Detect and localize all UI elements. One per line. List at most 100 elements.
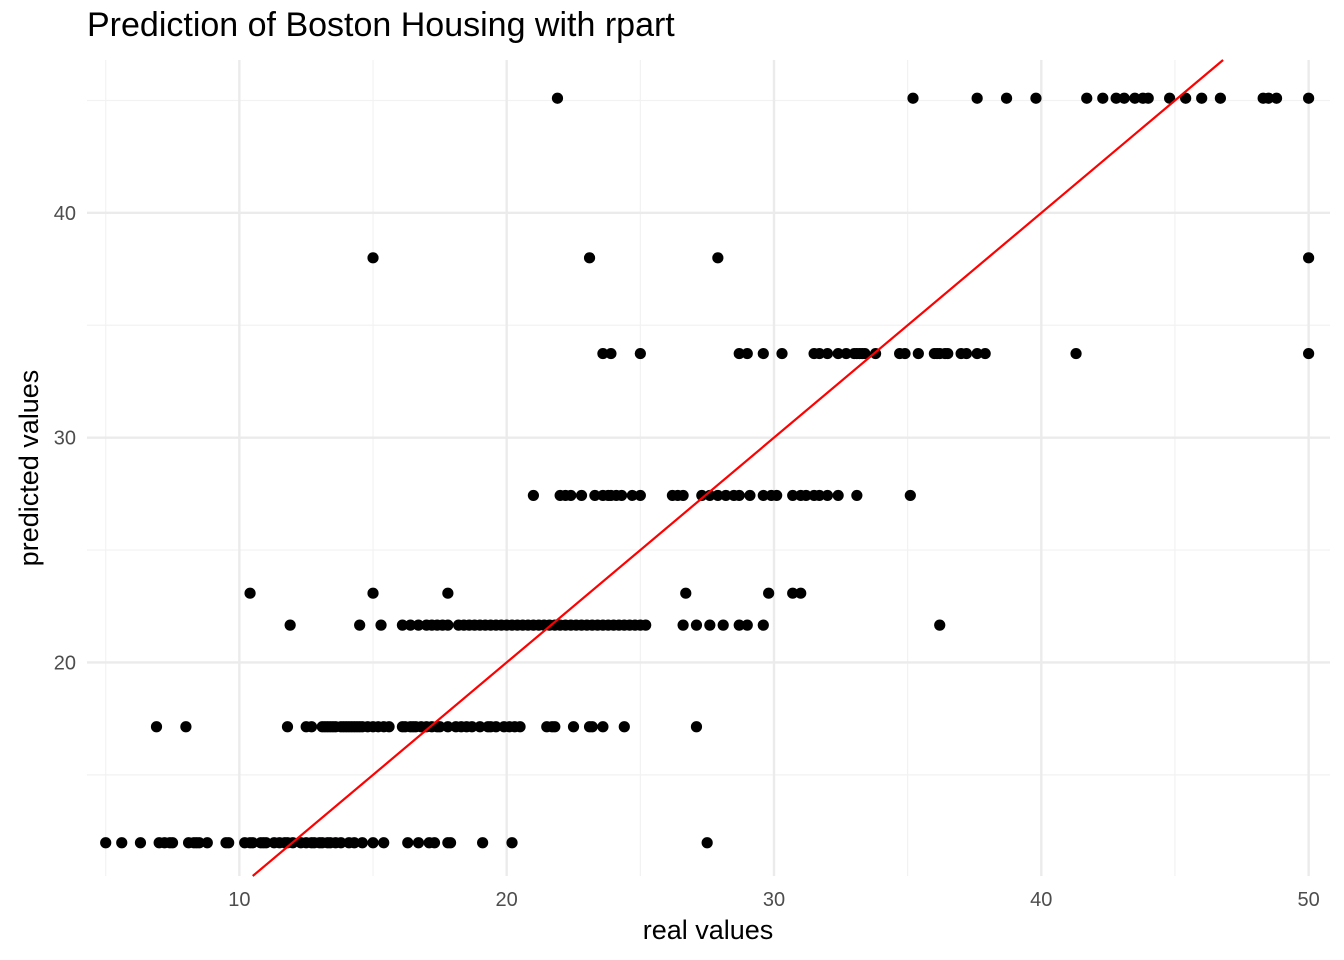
data-point bbox=[597, 347, 609, 360]
data-point bbox=[696, 489, 708, 502]
data-point bbox=[677, 619, 689, 631]
data-point bbox=[733, 347, 745, 360]
data-point bbox=[712, 489, 724, 502]
data-point bbox=[247, 837, 259, 849]
data-point bbox=[960, 347, 973, 360]
data-point bbox=[1270, 92, 1283, 104]
data-point bbox=[428, 837, 441, 849]
data-point bbox=[565, 489, 577, 502]
data-point bbox=[741, 347, 753, 360]
data-point bbox=[466, 721, 478, 733]
data-point bbox=[1142, 92, 1154, 104]
data-point bbox=[527, 489, 540, 502]
data-point bbox=[712, 252, 724, 264]
data-point bbox=[1081, 92, 1093, 104]
data-point bbox=[757, 619, 769, 631]
data-point bbox=[971, 92, 983, 104]
x-axis-title: real values bbox=[643, 915, 774, 945]
data-point bbox=[575, 489, 588, 502]
data-point bbox=[813, 489, 826, 502]
data-point bbox=[549, 721, 561, 733]
major-gridlines bbox=[87, 60, 1330, 876]
data-point bbox=[795, 587, 807, 599]
data-point bbox=[354, 619, 366, 631]
data-point bbox=[787, 587, 799, 599]
data-point bbox=[741, 619, 753, 631]
data-point bbox=[442, 619, 454, 631]
data-point bbox=[1303, 347, 1315, 360]
data-point bbox=[490, 721, 502, 733]
x-tick-label: 20 bbox=[496, 889, 518, 911]
data-point bbox=[1070, 347, 1082, 360]
data-point bbox=[634, 489, 646, 502]
x-tick-label: 40 bbox=[1030, 889, 1052, 911]
x-tick-label: 30 bbox=[763, 889, 785, 911]
data-point bbox=[733, 489, 745, 502]
data-point bbox=[821, 489, 834, 502]
data-point bbox=[771, 489, 783, 502]
data-point bbox=[193, 837, 205, 849]
data-point bbox=[904, 489, 916, 502]
data-point bbox=[335, 837, 347, 849]
data-point bbox=[284, 619, 296, 631]
data-point bbox=[116, 837, 128, 849]
data-point bbox=[618, 721, 630, 733]
data-point bbox=[851, 489, 863, 502]
data-point bbox=[412, 837, 425, 849]
data-point bbox=[704, 619, 716, 631]
data-point bbox=[701, 837, 713, 849]
data-points bbox=[100, 92, 1315, 849]
data-point bbox=[1262, 92, 1275, 104]
data-point bbox=[260, 837, 272, 849]
data-point bbox=[1180, 92, 1192, 104]
data-point bbox=[907, 92, 919, 104]
data-point bbox=[402, 837, 414, 849]
data-point bbox=[434, 721, 446, 733]
data-point bbox=[821, 347, 834, 360]
data-point bbox=[971, 347, 983, 360]
data-point bbox=[180, 721, 192, 733]
data-point bbox=[733, 619, 745, 631]
data-point bbox=[1303, 92, 1315, 104]
y-tick-label: 30 bbox=[54, 428, 76, 450]
data-point bbox=[1214, 92, 1227, 104]
data-point bbox=[1118, 92, 1130, 104]
data-point bbox=[375, 619, 387, 631]
y-axis-title: predicted values bbox=[14, 370, 44, 567]
y-tick-label: 40 bbox=[54, 203, 76, 225]
data-point bbox=[800, 489, 812, 502]
data-point bbox=[757, 347, 769, 360]
data-point bbox=[1030, 92, 1042, 104]
data-point bbox=[100, 837, 112, 849]
data-point bbox=[934, 619, 946, 631]
data-point bbox=[744, 489, 756, 502]
data-point bbox=[626, 489, 638, 502]
data-point bbox=[134, 837, 147, 849]
x-tick-label: 10 bbox=[228, 889, 250, 911]
y-tick-label: 20 bbox=[54, 652, 76, 674]
data-point bbox=[583, 252, 596, 264]
data-point bbox=[859, 347, 871, 360]
data-point bbox=[942, 347, 954, 360]
data-point bbox=[281, 721, 294, 733]
data-point bbox=[776, 347, 788, 360]
data-point bbox=[813, 347, 826, 360]
data-point bbox=[634, 347, 646, 360]
data-point bbox=[690, 619, 703, 631]
data-point bbox=[412, 619, 425, 631]
data-point bbox=[348, 837, 360, 849]
data-point bbox=[166, 837, 179, 849]
data-point bbox=[474, 721, 486, 733]
data-point bbox=[367, 587, 379, 599]
data-point bbox=[690, 721, 703, 733]
data-point bbox=[720, 489, 732, 502]
data-point bbox=[223, 837, 235, 849]
data-point bbox=[396, 619, 409, 631]
minor-gridlines bbox=[87, 60, 1330, 876]
data-point bbox=[717, 619, 729, 631]
x-axis-tick-labels: 10 20 30 40 50 bbox=[228, 889, 1319, 911]
data-point bbox=[367, 837, 379, 849]
data-point bbox=[305, 721, 318, 733]
data-point bbox=[442, 587, 454, 599]
data-point bbox=[150, 721, 163, 733]
